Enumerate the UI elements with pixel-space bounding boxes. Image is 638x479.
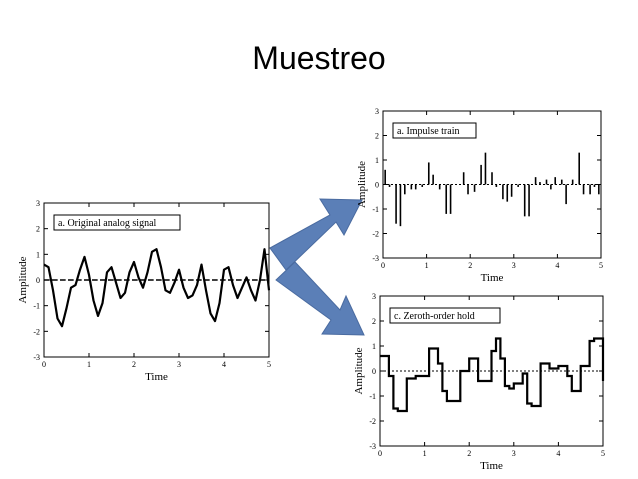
y-axis-label: Amplitude — [17, 256, 29, 303]
legend-box — [389, 307, 501, 324]
x-tick-label: 2 — [468, 261, 472, 270]
chart-original-signal: 0 1 2 3 4 5 -3 -2 -1 0 1 2 3 Time Amplitude a. Original… — [17, 199, 271, 383]
x-tick-label: 5 — [601, 449, 605, 458]
legend-box — [392, 122, 477, 139]
x-axis-label: Time — [481, 272, 504, 284]
step-line — [380, 337, 605, 413]
legend-label: a. Impulse train — [397, 126, 459, 137]
y-tick-label: 3 — [36, 199, 40, 208]
x-tick-label: 0 — [381, 261, 385, 270]
y-tick-label: -1 — [369, 392, 376, 401]
y-tick-label: 2 — [375, 132, 379, 141]
y-axis-label: Amplitude — [356, 161, 368, 208]
legend-box — [53, 214, 181, 231]
x-tick-label: 3 — [177, 360, 181, 369]
x-axis-label: Time — [145, 371, 168, 383]
y-tick-label: 3 — [372, 292, 376, 301]
y-tick-label: -2 — [372, 230, 379, 239]
x-tick-label: 0 — [42, 360, 46, 369]
x-tick-label: 4 — [556, 449, 560, 458]
y-axis-label: Amplitude — [353, 347, 365, 394]
y-tick-label: 0 — [375, 181, 379, 190]
x-tick-label: 3 — [512, 261, 516, 270]
y-tick-label: 1 — [372, 342, 376, 351]
x-tick-label: 5 — [599, 261, 603, 270]
y-tick-label: -1 — [372, 205, 379, 214]
arrow-to-zeroth-order-hold-icon — [275, 261, 365, 336]
signal-line — [43, 248, 271, 328]
x-tick-label: 0 — [378, 449, 382, 458]
y-tick-label: 2 — [36, 225, 40, 234]
x-tick-label: 1 — [425, 261, 429, 270]
y-tick-label: -3 — [369, 442, 376, 451]
x-axis-label: Time — [480, 460, 503, 472]
y-tick-label: -1 — [33, 302, 40, 311]
y-tick-label: -2 — [369, 417, 376, 426]
y-tick-label: -2 — [33, 327, 40, 336]
arrow-to-impulse-train-icon — [269, 198, 363, 271]
x-tick-label: 3 — [512, 449, 516, 458]
y-tick-label: 0 — [36, 276, 40, 285]
x-tick-label: 4 — [555, 261, 559, 270]
y-tick-label: 1 — [375, 156, 379, 165]
y-tick-label: 2 — [372, 317, 376, 326]
y-tick-label: 1 — [36, 250, 40, 259]
legend-label: a. Original analog signal — [58, 218, 157, 229]
y-tick-label: -3 — [372, 254, 379, 263]
legend-label: c. Zeroth-order hold — [394, 311, 475, 322]
chart-impulse-train: 0 1 2 3 4 5 -3 -2 -1 0 1 2 3 Time Amplitude a. Impulse … — [356, 107, 603, 284]
x-tick-label: 5 — [267, 360, 271, 369]
slide-title: Muestreo — [252, 40, 386, 76]
y-tick-label: 0 — [372, 367, 376, 376]
x-tick-label: 1 — [423, 449, 427, 458]
x-tick-label: 1 — [87, 360, 91, 369]
x-tick-label: 4 — [222, 360, 226, 369]
x-tick-label: 2 — [132, 360, 136, 369]
chart-zeroth-order-hold: 0 1 2 3 4 5 -3 -2 -1 0 1 2 3 Time Amplitude c. Zeroth-o… — [353, 292, 605, 472]
y-tick-label: -3 — [33, 353, 40, 362]
x-tick-label: 2 — [467, 449, 471, 458]
y-tick-label: 3 — [375, 107, 379, 116]
arrows — [269, 198, 365, 336]
